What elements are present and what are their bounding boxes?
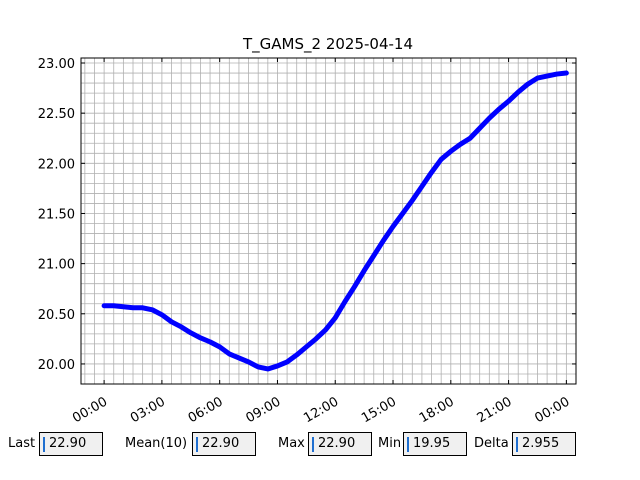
data-line <box>101 70 569 372</box>
text-cursor <box>43 437 45 452</box>
field-value: 22.90 <box>49 436 87 451</box>
field-label: Last <box>8 436 36 451</box>
x-tick-label: 15:00 <box>359 394 399 425</box>
x-tick-label: 03:00 <box>128 394 168 425</box>
x-tick-label: 06:00 <box>186 394 226 425</box>
field-input[interactable]: 22.90 <box>192 432 256 456</box>
text-cursor <box>312 437 314 452</box>
chart-title: T_GAMS_2 2025-04-14 <box>242 35 413 54</box>
field-label: Delta <box>474 436 509 451</box>
field-label: Mean(10) <box>125 436 188 451</box>
x-tick-label: 00:00 <box>70 394 110 425</box>
field-value: 2.955 <box>522 436 560 451</box>
field-input[interactable]: 22.90 <box>39 432 103 456</box>
y-tick-label: 22.50 <box>38 107 75 122</box>
y-tick-label: 21.00 <box>38 258 75 273</box>
x-tick-label: 18:00 <box>417 394 457 425</box>
text-cursor <box>196 437 198 452</box>
y-tick-label: 22.00 <box>38 157 75 172</box>
field-value: 22.90 <box>202 436 240 451</box>
chart: T_GAMS_2 2025-04-14 20.00 20.50 21.00 21.50… <box>38 35 577 425</box>
y-tick-label: 23.00 <box>38 57 75 72</box>
field-label: Min <box>378 436 402 451</box>
field-input[interactable]: 19.95 <box>403 432 467 456</box>
field-input[interactable]: 2.955 <box>512 432 576 456</box>
x-tick-label: 09:00 <box>244 394 284 425</box>
plot-frame <box>80 57 577 385</box>
x-tick-label: 21:00 <box>475 394 515 425</box>
y-tick-label: 20.00 <box>38 358 75 373</box>
field-label: Max <box>278 436 305 451</box>
x-tick-label: 00:00 <box>532 394 572 425</box>
field-value: 22.90 <box>318 436 356 451</box>
y-tick-label: 20.50 <box>38 308 75 323</box>
field-input[interactable]: 22.90 <box>308 432 372 456</box>
text-cursor <box>516 437 518 452</box>
y-tick-label: 21.50 <box>38 207 75 222</box>
grid <box>81 58 577 385</box>
field-value: 19.95 <box>413 436 451 451</box>
x-tick-label: 12:00 <box>301 394 341 425</box>
text-cursor <box>407 437 409 452</box>
